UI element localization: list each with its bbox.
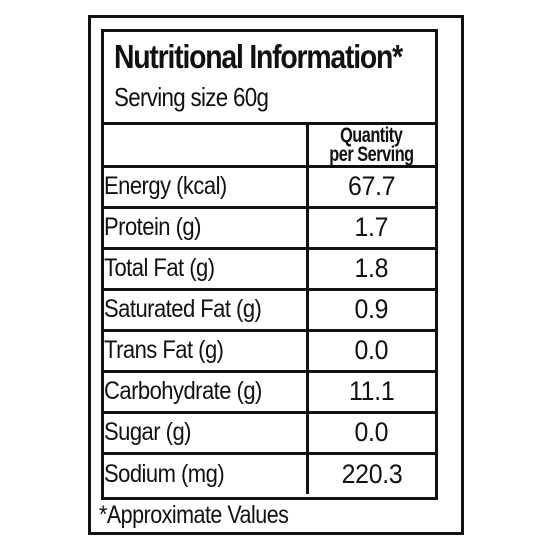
- nutrient-name: Saturated Fat (g): [104, 295, 262, 323]
- nutrient-name: Energy (kcal): [104, 172, 227, 200]
- nutrition-table: Quantity per Serving Energy (kcal) 67.7 P…: [104, 125, 435, 494]
- nutrition-label: Nutritional Information* Serving size 60…: [88, 15, 464, 535]
- nutrient-value: 1.8: [354, 253, 389, 283]
- table-row: Carbohydrate (g) 11.1: [104, 369, 435, 414]
- nutrient-name: Trans Fat (g): [104, 336, 224, 364]
- serving-size: Serving size 60g: [114, 82, 269, 112]
- nutrient-value: 0.9: [354, 294, 389, 324]
- label-title: Nutritional Information*: [114, 38, 403, 75]
- table-row: Sodium (mg) 220.3: [104, 451, 435, 494]
- table-row: Saturated Fat (g) 0.9: [104, 287, 435, 332]
- quantity-column-header: Quantity per Serving: [305, 123, 435, 168]
- table-row: Total Fat (g) 1.8: [104, 246, 435, 291]
- nutrient-name: Total Fat (g): [104, 254, 215, 282]
- footnote: *Approximate Values: [99, 501, 289, 529]
- nutrient-value: 0.0: [354, 417, 389, 447]
- nutrient-value: 0.0: [354, 335, 389, 365]
- table-row: Protein (g) 1.7: [104, 205, 435, 250]
- nutrient-name: Sodium (mg): [104, 459, 225, 488]
- column-header-line2: per Serving: [329, 142, 415, 166]
- column-header-line1: Quantity: [340, 123, 404, 147]
- label-header: Nutritional Information* Serving size 60…: [104, 32, 435, 125]
- table-row: Energy (kcal) 67.7: [104, 164, 435, 209]
- nutrition-panel: Nutritional Information* Serving size 60…: [101, 29, 438, 500]
- empty-header-cell: [104, 125, 309, 168]
- nutrient-value: 67.7: [348, 171, 396, 201]
- table-row: Sugar (g) 0.0: [104, 410, 435, 455]
- nutrient-name: Carbohydrate (g): [104, 377, 262, 405]
- nutrient-value: 1.7: [354, 212, 389, 242]
- nutrient-name: Protein (g): [104, 213, 201, 241]
- table-row: Trans Fat (g) 0.0: [104, 328, 435, 373]
- nutrient-name: Sugar (g): [104, 418, 191, 446]
- table-header-row: Quantity per Serving: [104, 123, 435, 168]
- nutrient-value: 11.1: [349, 376, 395, 406]
- nutrient-value: 220.3: [341, 458, 403, 489]
